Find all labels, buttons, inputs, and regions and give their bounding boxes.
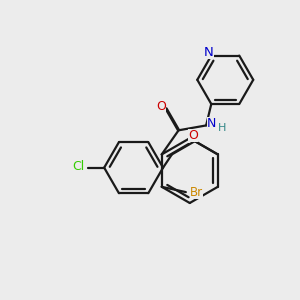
- Text: Cl: Cl: [72, 160, 85, 173]
- Text: Br: Br: [190, 186, 203, 199]
- Text: O: O: [156, 100, 166, 113]
- Text: H: H: [218, 123, 226, 133]
- Text: N: N: [207, 117, 216, 130]
- Text: O: O: [188, 129, 198, 142]
- Text: N: N: [204, 46, 214, 59]
